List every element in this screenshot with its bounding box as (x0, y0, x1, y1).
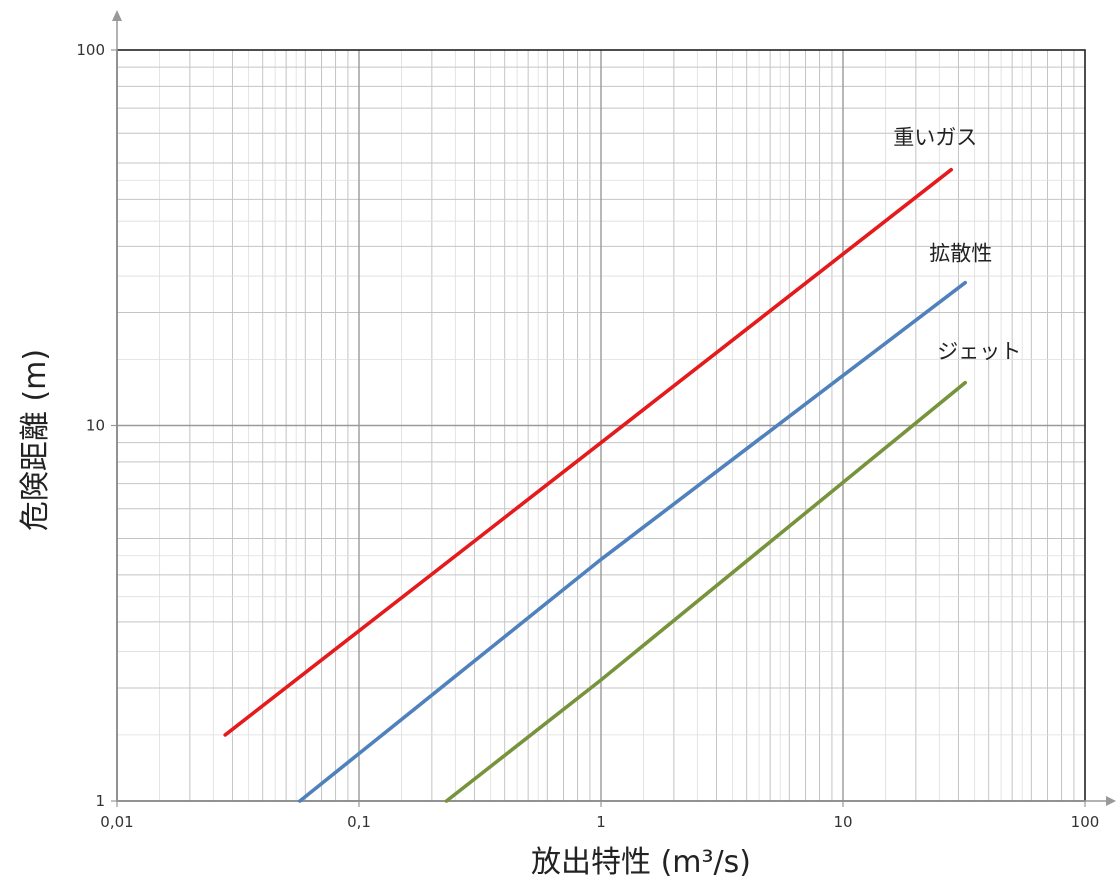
series-line (444, 380, 968, 803)
series-label: 重いガス (893, 126, 977, 150)
y-tick-label: 100 (76, 41, 105, 59)
series-line (223, 167, 954, 737)
y-axis-title: 危険距離 (m) (18, 349, 53, 531)
x-axis-title: 放出特性 (m³/s) (531, 845, 751, 880)
x-axis-arrow (1106, 796, 1116, 806)
y-tick-label: 1 (95, 792, 105, 810)
axes (112, 10, 1116, 806)
y-tick-labels: 1 10 100 (76, 41, 117, 810)
x-tick-label: 0,1 (347, 813, 371, 831)
series-line (298, 280, 968, 803)
x-tick-label: 10 (833, 813, 852, 831)
x-tick-label: 1 (596, 813, 606, 831)
grid-major (117, 50, 1085, 801)
series-label: 拡散性 (929, 242, 992, 266)
series-lines (223, 167, 968, 803)
y-tick-label: 10 (86, 417, 105, 435)
y-axis-arrow (112, 10, 122, 21)
x-tick-label: 100 (1071, 813, 1100, 831)
series-label: ジェット (937, 340, 1021, 364)
x-tick-labels: 0,01 0,1 1 10 100 (100, 801, 1099, 831)
x-tick-label: 0,01 (100, 813, 133, 831)
